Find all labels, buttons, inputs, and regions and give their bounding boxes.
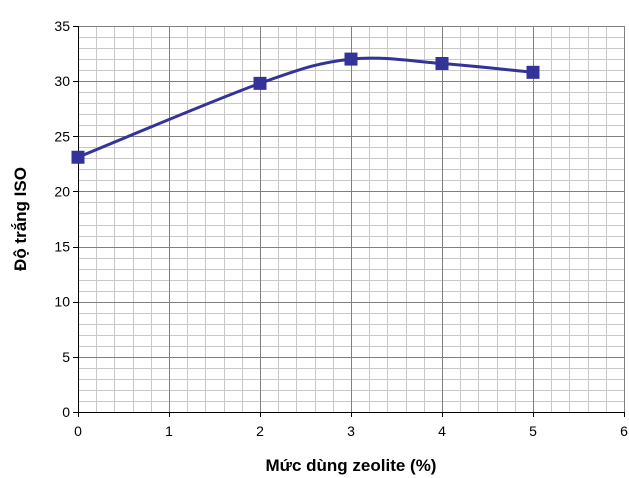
- y-tick-label: 5: [62, 349, 70, 365]
- data-point-marker: [435, 56, 449, 70]
- y-tick-label: 35: [54, 18, 70, 34]
- y-tick-label: 25: [54, 128, 70, 144]
- x-tick-label: 4: [438, 423, 446, 439]
- data-point-marker: [344, 52, 358, 66]
- x-tick-label: 3: [347, 423, 355, 439]
- x-tick-label: 6: [620, 423, 628, 439]
- x-tick-label: 0: [74, 423, 82, 439]
- data-point-marker: [253, 76, 267, 90]
- series-layer: [71, 52, 540, 164]
- y-tick-label: 15: [54, 239, 70, 255]
- y-axis-title: Độ trắng ISO: [11, 167, 30, 271]
- x-tick-label: 5: [529, 423, 537, 439]
- series-line: [77, 56, 534, 159]
- y-tick-label: 10: [54, 294, 70, 310]
- x-tick-label: 1: [165, 423, 173, 439]
- y-tick-label: 0: [62, 404, 70, 420]
- y-tick-label: 30: [54, 73, 70, 89]
- y-tick-label: 20: [54, 183, 70, 199]
- x-tick-label: 2: [256, 423, 264, 439]
- y-tick-labels: 0 5 10 15 20 25 30 35: [54, 18, 78, 420]
- data-point-marker: [526, 65, 540, 79]
- x-axis-title: Mức dùng zeolite (%): [266, 456, 437, 475]
- x-tick-labels: 0 1 2 3 4 5 6: [74, 412, 628, 439]
- data-point-marker: [71, 150, 85, 164]
